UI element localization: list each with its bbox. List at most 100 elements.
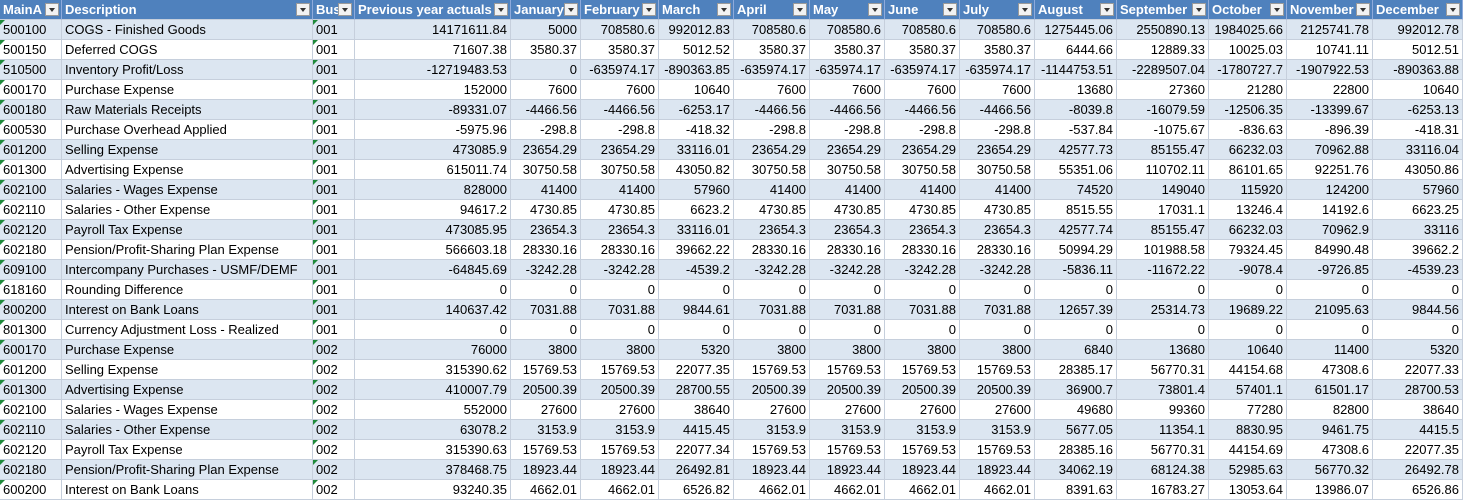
number-cell: 66232.03 — [1209, 220, 1287, 240]
filter-button[interactable] — [296, 3, 310, 16]
number-cell: 99360 — [1117, 400, 1209, 420]
number-cell: 473085.95 — [355, 220, 511, 240]
number-cell: 23654.29 — [511, 140, 581, 160]
number-cell: 82800 — [1287, 400, 1373, 420]
number-cell: 70962.88 — [1287, 140, 1373, 160]
filter-button[interactable] — [868, 3, 882, 16]
number-cell: -298.8 — [581, 120, 659, 140]
number-cell: 23654.3 — [960, 220, 1035, 240]
number-cell: 33116.01 — [659, 220, 734, 240]
text-cell: Salaries - Other Expense — [62, 420, 313, 440]
text-cell: 618160 — [0, 280, 62, 300]
filter-button[interactable] — [1100, 3, 1114, 16]
number-cell: 315390.62 — [355, 360, 511, 380]
number-cell: 27600 — [960, 400, 1035, 420]
number-cell: 12889.33 — [1117, 40, 1209, 60]
filter-button[interactable] — [494, 3, 508, 16]
number-cell: 23654.3 — [581, 220, 659, 240]
number-cell: -890363.85 — [659, 60, 734, 80]
text-cell: Salaries - Wages Expense — [62, 180, 313, 200]
number-cell: 26492.78 — [1373, 460, 1463, 480]
filter-button[interactable] — [1446, 3, 1460, 16]
filter-button[interactable] — [642, 3, 656, 16]
number-cell: 27600 — [810, 400, 885, 420]
column-header: December — [1373, 0, 1463, 20]
text-cell: Interest on Bank Loans — [62, 480, 313, 500]
number-cell: 23654.29 — [581, 140, 659, 160]
text-cell: 001 — [313, 140, 355, 160]
number-cell: 5320 — [659, 340, 734, 360]
filter-button[interactable] — [1270, 3, 1284, 16]
text-cell: Purchase Expense — [62, 340, 313, 360]
filter-button[interactable] — [717, 3, 731, 16]
number-cell: 16783.27 — [1117, 480, 1209, 500]
text-cell: Raw Materials Receipts — [62, 100, 313, 120]
number-cell: 27600 — [581, 400, 659, 420]
number-cell: 56770.31 — [1117, 440, 1209, 460]
text-cell: 001 — [313, 20, 355, 40]
text-cell: 001 — [313, 220, 355, 240]
number-cell: 828000 — [355, 180, 511, 200]
number-cell: 66232.03 — [1209, 140, 1287, 160]
number-cell: -3242.28 — [511, 260, 581, 280]
column-header: MainA — [0, 0, 62, 20]
number-cell: 3580.37 — [581, 40, 659, 60]
filter-button[interactable] — [1356, 3, 1370, 16]
number-cell: 5012.51 — [1373, 40, 1463, 60]
number-cell: 30750.58 — [885, 160, 960, 180]
filter-button[interactable] — [564, 3, 578, 16]
number-cell: 3580.37 — [734, 40, 810, 60]
number-cell: -298.8 — [511, 120, 581, 140]
text-cell: Interest on Bank Loans — [62, 300, 313, 320]
number-cell: 3800 — [511, 340, 581, 360]
number-cell: 9461.75 — [1287, 420, 1373, 440]
number-cell: 52985.63 — [1209, 460, 1287, 480]
number-cell: -3242.28 — [960, 260, 1035, 280]
number-cell: 13246.4 — [1209, 200, 1287, 220]
number-cell: 23654.3 — [511, 220, 581, 240]
text-cell: 602110 — [0, 200, 62, 220]
number-cell: 27600 — [885, 400, 960, 420]
number-cell: 41400 — [581, 180, 659, 200]
number-cell: 0 — [1035, 280, 1117, 300]
filter-button[interactable] — [1192, 3, 1206, 16]
number-cell: 11400 — [1287, 340, 1373, 360]
number-cell: 71607.38 — [355, 40, 511, 60]
number-cell: 11354.1 — [1117, 420, 1209, 440]
number-cell: 6623.2 — [659, 200, 734, 220]
number-cell: 3580.37 — [885, 40, 960, 60]
number-cell: 57960 — [659, 180, 734, 200]
number-cell: 5677.05 — [1035, 420, 1117, 440]
filter-button[interactable] — [943, 3, 957, 16]
number-cell: 101988.58 — [1117, 240, 1209, 260]
text-cell: Salaries - Wages Expense — [62, 400, 313, 420]
number-cell: 73801.4 — [1117, 380, 1209, 400]
number-cell: 30750.58 — [810, 160, 885, 180]
number-cell: 152000 — [355, 80, 511, 100]
filter-button[interactable] — [45, 3, 59, 16]
number-cell: 76000 — [355, 340, 511, 360]
number-cell: 9844.61 — [659, 300, 734, 320]
number-cell: 9844.56 — [1373, 300, 1463, 320]
text-cell: 600200 — [0, 480, 62, 500]
text-cell: 602120 — [0, 440, 62, 460]
number-cell: 8830.95 — [1209, 420, 1287, 440]
number-cell: 41400 — [734, 180, 810, 200]
number-cell: 70962.9 — [1287, 220, 1373, 240]
filter-button[interactable] — [793, 3, 807, 16]
number-cell: 28385.16 — [1035, 440, 1117, 460]
number-cell: 42577.73 — [1035, 140, 1117, 160]
number-cell: 23654.29 — [810, 140, 885, 160]
filter-button[interactable] — [1018, 3, 1032, 16]
number-cell: 23654.3 — [885, 220, 960, 240]
number-cell: 0 — [1209, 320, 1287, 340]
number-cell: 28700.55 — [659, 380, 734, 400]
filter-button[interactable] — [338, 3, 352, 16]
text-cell: 001 — [313, 100, 355, 120]
number-cell: 0 — [1287, 320, 1373, 340]
number-cell: -16079.59 — [1117, 100, 1209, 120]
number-cell: 28385.17 — [1035, 360, 1117, 380]
number-cell: 15769.53 — [885, 360, 960, 380]
number-cell: 0 — [960, 320, 1035, 340]
number-cell: 13680 — [1035, 80, 1117, 100]
